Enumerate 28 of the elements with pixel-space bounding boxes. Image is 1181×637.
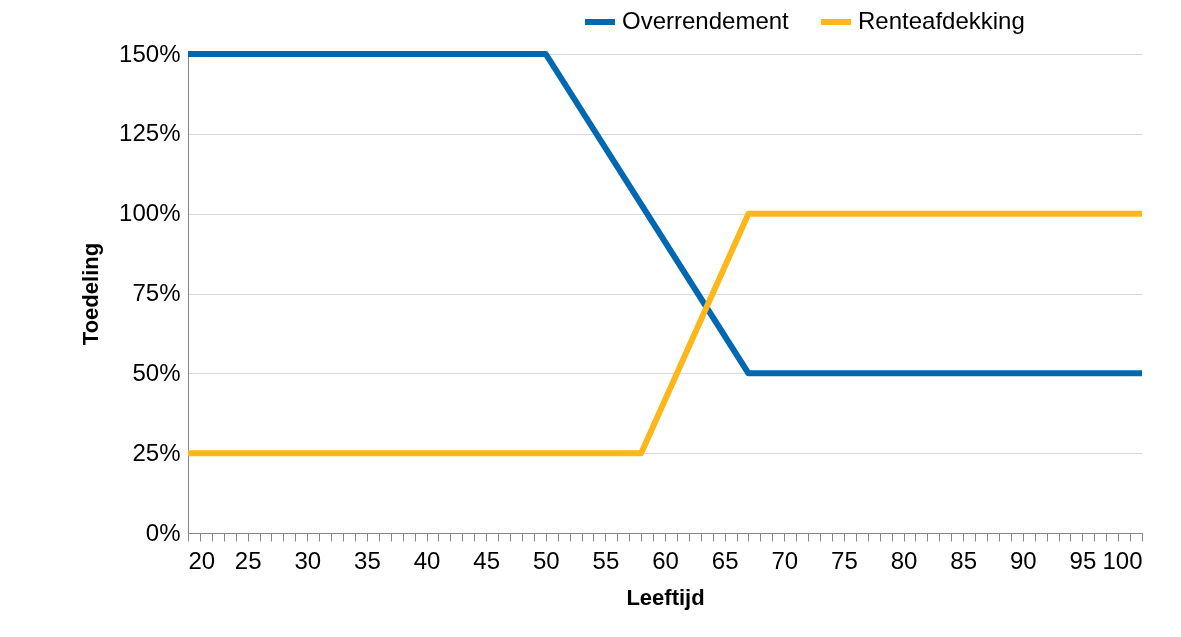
- x-tick-label: 30: [294, 546, 322, 574]
- x-tick-label: 25: [234, 546, 262, 574]
- x-axis-title: Leeftijd: [626, 584, 705, 610]
- x-tick-label: 45: [473, 546, 500, 574]
- y-tick-label: 150%: [119, 39, 181, 67]
- x-tick-label: 80: [890, 546, 918, 574]
- x-tick-label: 60: [652, 546, 679, 574]
- y-tick-label: 0%: [145, 518, 181, 546]
- x-tick-label: 70: [771, 546, 799, 574]
- x-tick-label: 65: [711, 546, 739, 574]
- x-tick-label: 55: [592, 546, 620, 574]
- x-tick-label: 50: [532, 546, 560, 574]
- y-tick-label: 125%: [119, 119, 181, 147]
- legend-label: Overrendement: [622, 7, 790, 34]
- x-tick-label: 85: [950, 546, 977, 574]
- x-tick-label: 40: [413, 546, 441, 574]
- x-tick-label: 95: [1069, 546, 1097, 574]
- x-tick-label: 75: [831, 546, 858, 574]
- y-axis-title: Toedeling: [78, 242, 104, 346]
- y-tick-label: 25%: [132, 438, 181, 466]
- y-tick-label: 75%: [132, 279, 181, 306]
- x-tick-label: 90: [1009, 546, 1037, 574]
- x-tick-label: 20: [188, 546, 216, 574]
- y-tick-label: 50%: [132, 358, 181, 386]
- x-tick-label: 35: [354, 546, 381, 574]
- x-tick-label: 100: [1102, 546, 1143, 574]
- y-tick-label: 100%: [119, 199, 181, 227]
- legend-label: Renteafdekking: [858, 7, 1025, 34]
